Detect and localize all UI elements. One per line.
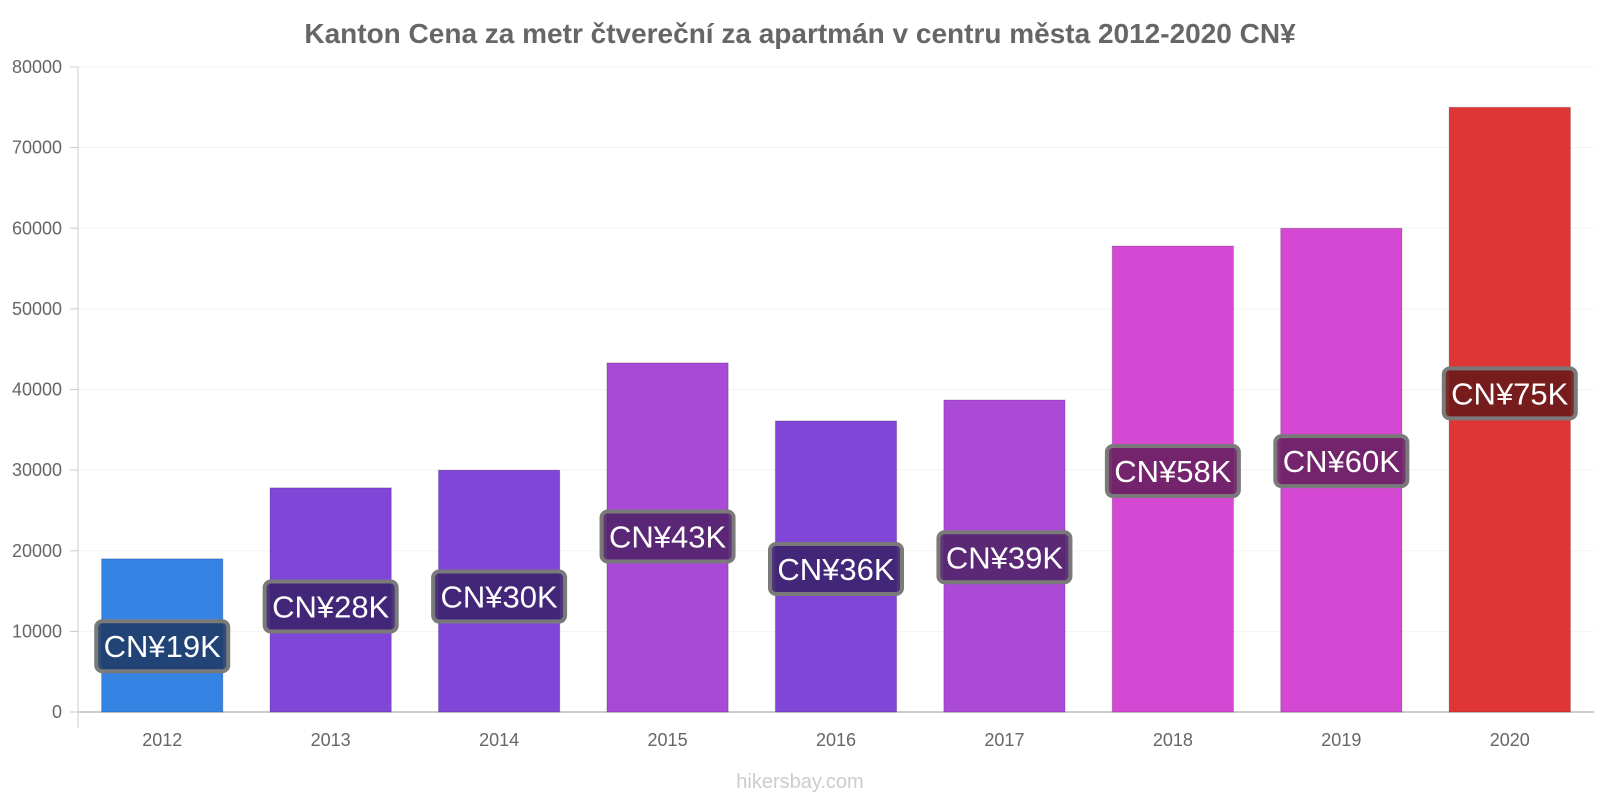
data-label: CN¥39K [946, 540, 1063, 575]
data-label: CN¥19K [104, 629, 221, 664]
y-tick-label: 10000 [12, 621, 62, 641]
data-label-box [1273, 434, 1410, 489]
data-label: CN¥43K [609, 520, 726, 555]
watermark: hikersbay.com [736, 771, 863, 793]
data-label-box [1441, 366, 1578, 421]
data-label-box [262, 579, 399, 634]
data-label-box [599, 509, 736, 564]
y-tick-label: 50000 [12, 299, 62, 319]
data-label-box [1104, 444, 1241, 499]
y-tick-label: 60000 [12, 218, 62, 238]
data-label: CN¥36K [777, 552, 894, 587]
chart-title: Kanton Cena za metr čtvereční za apartmá… [304, 18, 1296, 49]
data-labels: CN¥19K CN¥28K CN¥30K CN¥43K CN¥36K CN¥39K CN¥5… [94, 366, 1578, 674]
x-tick-label: 2017 [984, 730, 1024, 750]
y-tick-label: 40000 [12, 380, 62, 400]
y-tick-label: 0 [52, 702, 62, 722]
x-tick-label: 2016 [816, 730, 856, 750]
data-label-box [94, 619, 231, 674]
data-label: CN¥30K [441, 580, 558, 615]
data-label-box [431, 569, 568, 624]
data-label-box [768, 542, 904, 597]
x-tick-label: 2015 [648, 730, 688, 750]
y-tick-label: 30000 [12, 460, 62, 480]
data-label: CN¥28K [272, 589, 389, 624]
y-tick-label: 70000 [12, 138, 62, 158]
x-tick-label: 2019 [1321, 730, 1361, 750]
data-label: CN¥60K [1283, 444, 1400, 479]
y-tick-label: 20000 [12, 541, 62, 561]
x-tick-label: 2018 [1153, 730, 1193, 750]
x-tick-label: 2020 [1490, 730, 1530, 750]
x-tick-label: 2013 [311, 730, 351, 750]
data-label: CN¥75K [1451, 376, 1568, 411]
y-tick-label: 80000 [12, 57, 62, 77]
x-tick-label: 2014 [479, 730, 519, 750]
data-label-box [936, 530, 1073, 585]
x-tick-label: 2012 [142, 730, 182, 750]
data-label: CN¥58K [1114, 454, 1231, 489]
